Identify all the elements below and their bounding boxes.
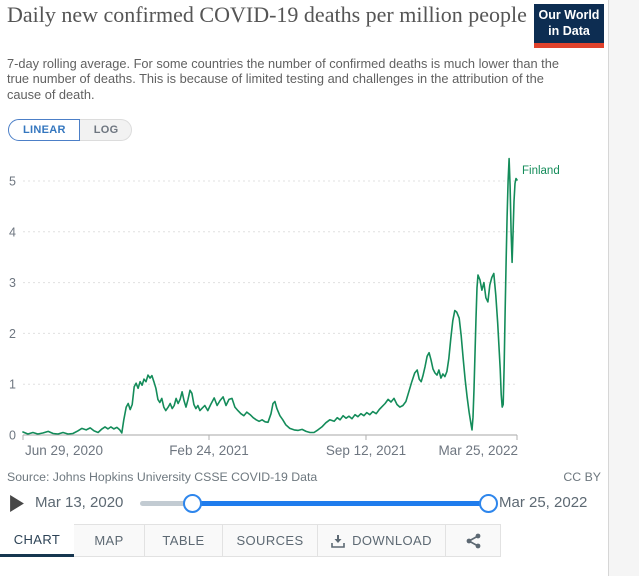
y-tick-label: 0 [9,429,16,443]
source-row: Source: Johns Hopkins University CSSE CO… [7,470,601,484]
owid-logo-line1: Our World [538,8,600,22]
share-button[interactable] [446,524,501,557]
source-text[interactable]: Source: Johns Hopkins University CSSE CO… [7,470,318,484]
owid-logo-line2: in Data [548,24,590,38]
bottom-nav: CHART MAP TABLE SOURCES DOWNLOAD [0,524,608,557]
chart-plot-area[interactable]: 0 1 2 3 4 5 Jun 29, 2020 Feb 24, 2021 Sep 12, 20… [0,150,608,472]
tab-download[interactable]: DOWNLOAD [318,524,446,557]
page-title: Daily new confirmed COVID-19 deaths per … [7,2,527,27]
series-label-finland: Finland [522,165,560,177]
timeline-start-date: Mar 13, 2020 [35,494,124,511]
slider-track-selected[interactable] [191,501,490,506]
tab-chart[interactable]: CHART [0,524,74,557]
log-button[interactable]: LOG [79,119,133,141]
y-tick-label: 1 [9,378,16,392]
tab-table[interactable]: TABLE [145,524,223,557]
slider-start-handle[interactable] [182,494,202,513]
y-tick-label: 4 [9,225,16,239]
scale-toggle: LINEAR LOG [8,119,133,141]
y-tick-label: 5 [9,175,16,189]
x-tick-label: Jun 29, 2020 [25,443,103,458]
x-tick-label: Mar 25, 2022 [438,443,518,458]
play-button[interactable] [9,495,25,512]
owid-logo[interactable]: Our World in Data [534,4,604,48]
nav-filler [501,524,608,557]
timeline-end-date: Mar 25, 2022 [499,494,588,511]
license-link[interactable]: CC BY [563,470,601,484]
timeline: Mar 13, 2020 Mar 25, 2022 [0,489,608,519]
x-tick-label: Feb 24, 2021 [169,443,249,458]
x-tick-label: Sep 12, 2021 [326,443,406,458]
slider-track-unselected[interactable] [140,501,192,506]
chart-panel: Daily new confirmed COVID-19 deaths per … [0,0,609,576]
tab-map[interactable]: MAP [74,524,145,557]
slider-end-handle[interactable] [479,494,498,513]
y-tick-label: 2 [9,327,16,341]
tab-download-label: DOWNLOAD [352,533,432,548]
linear-button[interactable]: LINEAR [8,119,80,141]
chart-line-finland[interactable] [22,157,518,435]
play-icon [10,495,24,512]
timeline-slider[interactable] [140,493,498,513]
download-icon [331,534,345,548]
tab-sources[interactable]: SOURCES [223,524,318,557]
chart-subtitle: 7-day rolling average. For some countrie… [7,56,559,102]
share-icon [466,533,480,548]
y-tick-label: 3 [9,276,16,290]
